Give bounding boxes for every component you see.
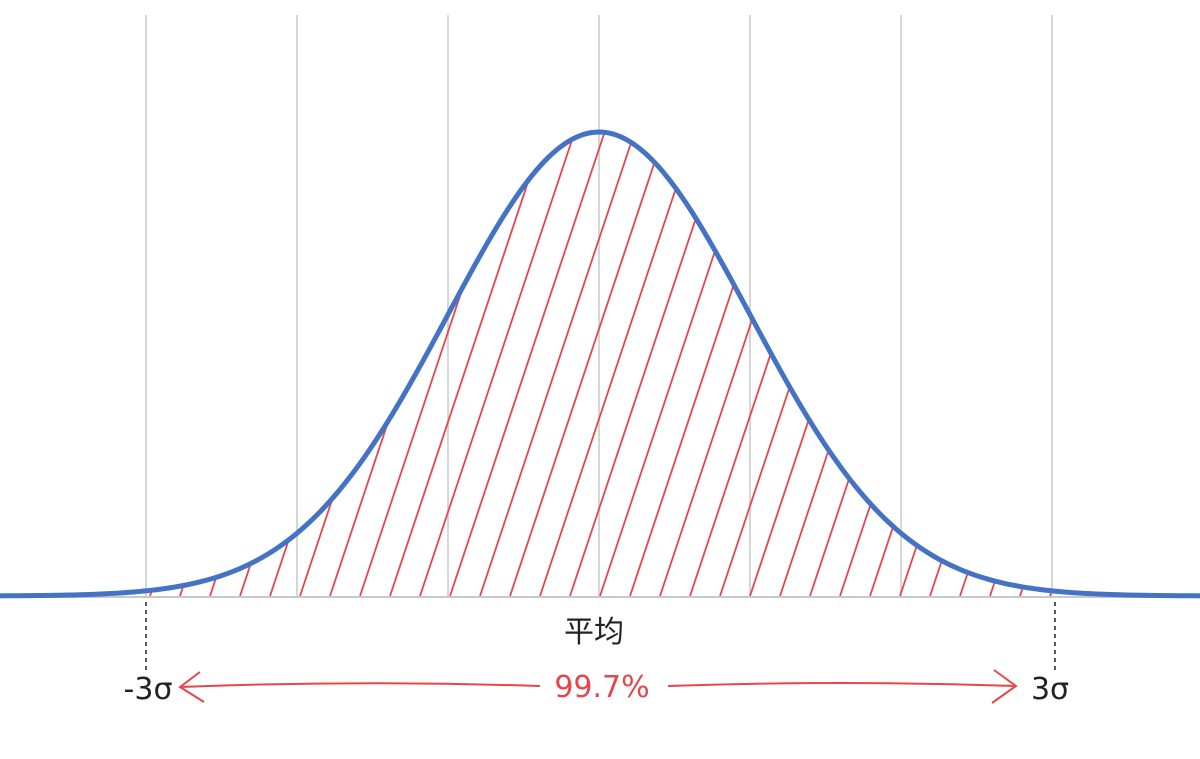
hatch-line xyxy=(1140,116,1200,596)
hatch-line xyxy=(1110,116,1200,596)
hatch-line xyxy=(1170,116,1200,596)
hatch-line xyxy=(359,132,521,596)
lower-label: -3σ xyxy=(124,672,173,707)
hatch-line xyxy=(899,132,1052,596)
coverage-label: 99.7% xyxy=(554,670,649,705)
arrow-left-head xyxy=(178,671,205,703)
hatch-line xyxy=(659,132,821,596)
hatch-line xyxy=(1080,116,1200,596)
grid xyxy=(145,15,1053,596)
hatch-line xyxy=(629,132,791,596)
arrow-right-shaft xyxy=(667,682,1017,687)
hatch-line xyxy=(179,132,341,596)
hatch-line xyxy=(599,132,761,596)
hatch-line xyxy=(509,132,671,596)
hatch-line xyxy=(329,132,491,596)
hatch-line xyxy=(719,132,881,596)
hatch-line xyxy=(449,132,611,596)
hatch-line xyxy=(1019,132,1052,596)
hatch-line xyxy=(929,132,1052,596)
hatch-line xyxy=(299,132,461,596)
upper-label: 3σ xyxy=(1031,672,1069,707)
arrow-left-shaft xyxy=(179,682,541,688)
hatch-line xyxy=(479,132,641,596)
hatch-line xyxy=(989,132,1052,596)
range-arrow xyxy=(178,669,1018,704)
hatch-line xyxy=(779,132,941,596)
hatch-line xyxy=(419,132,581,596)
mean-label: 平均 xyxy=(564,615,624,650)
normal-curve xyxy=(0,129,1200,599)
hatch-line xyxy=(209,132,371,596)
hatch-line xyxy=(269,132,431,596)
hatch-line xyxy=(569,132,731,596)
hatch-line xyxy=(239,132,401,596)
hatch-line xyxy=(149,132,311,596)
hatch-line xyxy=(1049,132,1052,596)
hatch-line xyxy=(959,132,1052,596)
hatch-line xyxy=(539,132,701,596)
arrow-right-head xyxy=(991,669,1018,704)
hatch-line xyxy=(389,132,551,596)
hatch-line xyxy=(839,132,1001,596)
